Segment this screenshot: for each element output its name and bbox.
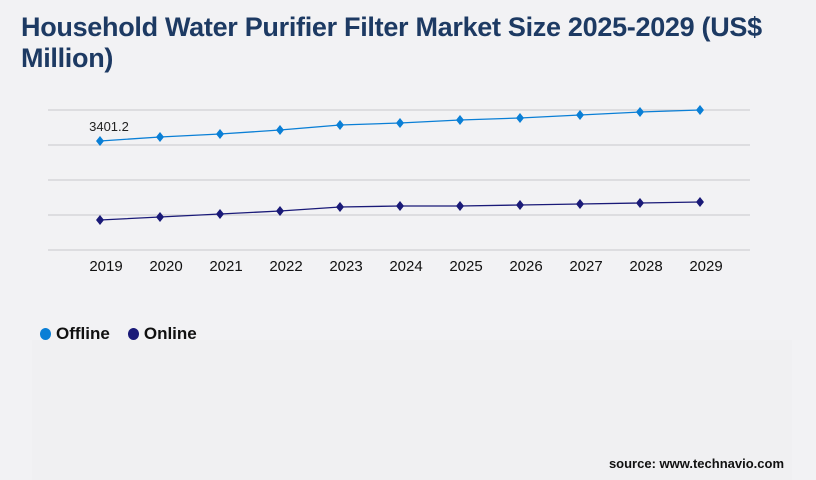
data-point-offline [456, 115, 464, 125]
data-point-online [696, 196, 704, 207]
data-point-offline [216, 129, 224, 140]
data-point-online [396, 200, 404, 211]
data-point-offline [576, 110, 584, 120]
x-tick-label: 2029 [689, 258, 722, 275]
offline-marker-icon [40, 328, 51, 340]
data-point-offline [156, 131, 164, 142]
x-tick-label: 2025 [449, 258, 482, 275]
legend-item-offline[interactable]: Offline [40, 324, 110, 344]
data-point-online [636, 198, 644, 209]
legend: Offline Online [40, 324, 197, 344]
page-title: Household Water Purifier Filter Market S… [21, 12, 762, 73]
data-label: 3401.2 [89, 119, 129, 134]
legend-label: Online [143, 324, 197, 343]
data-point-online [276, 205, 284, 216]
legend-label: Offline [56, 324, 110, 343]
data-point-offline [276, 125, 284, 135]
data-point-offline [516, 113, 524, 124]
data-point-online [216, 209, 224, 220]
data-point-offline [636, 107, 644, 118]
x-tick-label: 2020 [149, 258, 182, 275]
data-point-online [96, 215, 104, 225]
source-text: source: www.technavio.com [608, 456, 784, 471]
data-point-online [576, 199, 584, 210]
data-point-online [456, 200, 464, 211]
online-marker-icon [127, 328, 139, 340]
data-point-offline [96, 135, 104, 146]
x-tick-label: 2023 [329, 258, 362, 275]
data-point-offline [696, 105, 704, 115]
legend-item-online[interactable]: Online [127, 324, 197, 344]
x-tick-label: 2026 [509, 258, 542, 275]
x-tick-label: 2019 [89, 258, 122, 275]
x-tick-label: 2021 [209, 258, 242, 275]
data-point-offline [336, 120, 344, 130]
x-tick-label: 2022 [269, 258, 302, 275]
data-point-online [156, 211, 164, 222]
data-point-offline [396, 118, 404, 129]
lower-panel [32, 340, 792, 480]
x-tick-label: 2024 [389, 258, 422, 275]
x-tick-label: 2028 [629, 258, 662, 275]
data-point-online [516, 200, 524, 210]
line-chart: 2019 2020 2021 2022 2023 2024 2025 2026 2027 2028… [48, 105, 750, 275]
x-tick-label: 2027 [569, 258, 602, 275]
data-point-online [336, 201, 344, 212]
